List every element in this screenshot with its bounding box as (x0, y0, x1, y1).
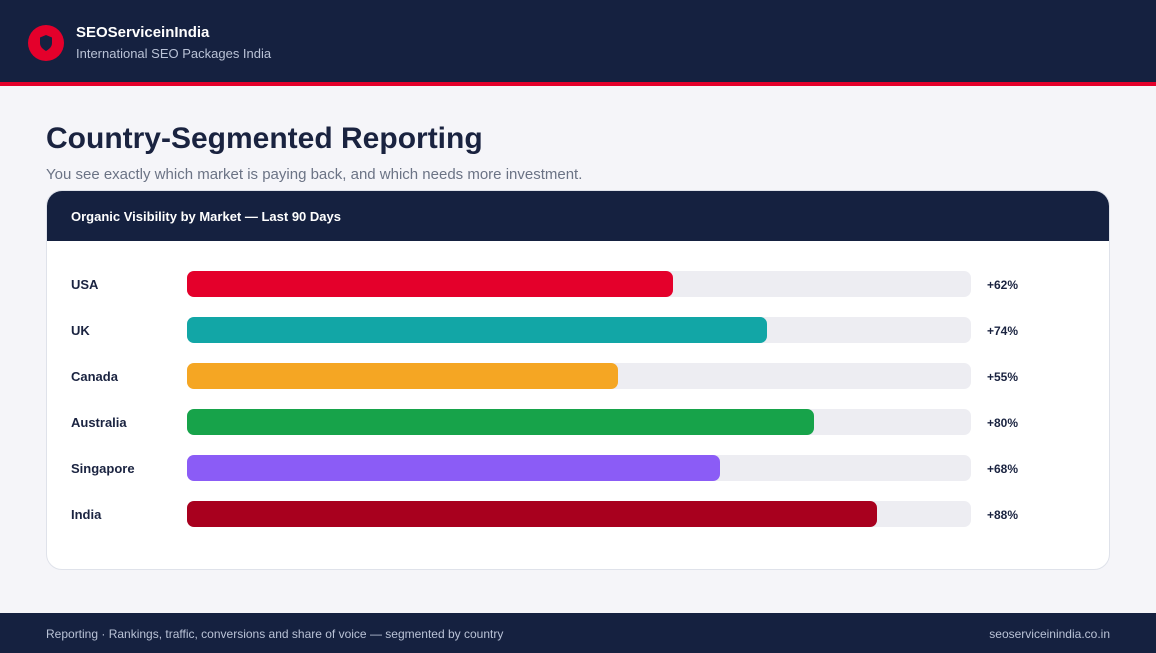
visibility-card: Organic Visibility by Market — Last 90 D… (46, 190, 1110, 570)
page-title: Country-Segmented Reporting (46, 122, 483, 155)
bar-track (187, 409, 971, 435)
footer: Reporting · Rankings, traffic, conversio… (0, 613, 1156, 653)
shield-icon (40, 35, 52, 51)
brand-logo[interactable] (28, 25, 64, 61)
bar-category-label: Australia (71, 415, 127, 430)
bar-track (187, 455, 971, 481)
bar-row: Australia +80% (47, 409, 1109, 435)
bar (187, 455, 720, 481)
bar-row: UK +74% (47, 317, 1109, 343)
brand-tagline: International SEO Packages India (76, 46, 272, 61)
bar-value-label: +88% (987, 508, 1019, 522)
bar-category-label: USA (71, 277, 99, 292)
bar-value-label: +62% (987, 278, 1019, 292)
bar-row: USA +62% (47, 271, 1109, 297)
bar-value-label: +55% (987, 370, 1019, 384)
footer-description: Reporting · Rankings, traffic, conversio… (46, 627, 504, 641)
card-header: Organic Visibility by Market — Last 90 D… (47, 191, 1109, 241)
brand-name[interactable]: SEOServiceinIndia (76, 24, 210, 41)
bar-row: Singapore +68% (47, 455, 1109, 481)
bar-category-label: India (71, 507, 102, 522)
footer-website-link[interactable]: seoserviceinindia.co.in (989, 627, 1110, 641)
bar-value-label: +74% (987, 324, 1019, 338)
bar (187, 363, 618, 389)
bar (187, 409, 814, 435)
bar (187, 501, 877, 527)
top-header: SEOServiceinIndia International SEO Pack… (0, 0, 1156, 86)
bar-category-label: UK (71, 323, 90, 338)
bar-value-label: +68% (987, 462, 1019, 476)
bar-row: India +88% (47, 501, 1109, 527)
bar-category-label: Canada (71, 369, 118, 384)
page-subtitle: You see exactly which market is paying b… (46, 166, 583, 183)
card-title: Organic Visibility by Market — Last 90 D… (71, 208, 341, 224)
bar (187, 271, 673, 297)
bar-value-label: +80% (987, 416, 1019, 430)
bar-track (187, 363, 971, 389)
bar-track (187, 271, 971, 297)
bar-track (187, 501, 971, 527)
bar-category-label: Singapore (71, 461, 135, 476)
bar-row: Canada +55% (47, 363, 1109, 389)
bar (187, 317, 767, 343)
bar-track (187, 317, 971, 343)
